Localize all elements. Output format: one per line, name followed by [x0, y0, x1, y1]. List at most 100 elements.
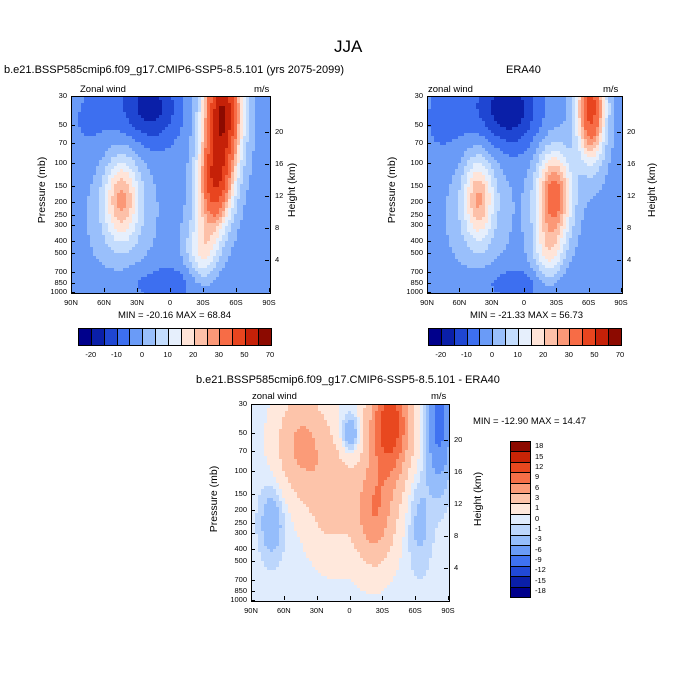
colorbar-label: -15 — [535, 575, 546, 585]
lat-tick-mark — [524, 288, 525, 292]
pressure-tick-label: 850 — [234, 585, 247, 595]
colorbar-swatch — [511, 546, 530, 557]
colorbar-swatch — [130, 329, 144, 345]
pressure-tick-label: 400 — [410, 235, 423, 245]
colorbar-swatch — [609, 329, 621, 345]
pressure-tick-label: 700 — [410, 267, 423, 277]
figure-title: JJA — [334, 37, 363, 56]
pressure-tick-mark — [251, 548, 255, 550]
pressure-tick-label: 250 — [410, 209, 423, 219]
pressure-tick-label: 300 — [234, 527, 247, 537]
colorbar-model — [78, 328, 272, 346]
lat-tick-mark — [137, 288, 138, 292]
pressure-tick-mark — [71, 272, 75, 274]
colorbar-swatch — [91, 329, 105, 345]
pressure-tick-label: 50 — [58, 119, 67, 129]
pressure-tick-mark — [251, 493, 255, 495]
colorbar-swatch — [557, 329, 571, 345]
pressure-tick-mark — [71, 240, 75, 242]
colorbar-swatch — [511, 556, 530, 567]
height-tick-mark — [444, 472, 448, 474]
colorbar-swatch — [531, 329, 545, 345]
colorbar-label: 18 — [535, 441, 544, 451]
pressure-tick-label: 250 — [234, 517, 247, 527]
pressure-tick-label: 150 — [410, 180, 423, 190]
colorbar-swatch — [117, 329, 131, 345]
pressure-tick-mark — [251, 451, 255, 453]
pressure-tick-mark — [427, 214, 431, 216]
height-tick-label: 20 — [275, 127, 284, 137]
colorbar-label: 12 — [535, 461, 544, 471]
lat-tick-label: 60N — [452, 298, 467, 307]
pressure-tick-label: 400 — [54, 235, 67, 245]
pressure-tick-mark — [427, 163, 431, 165]
panel-obs-contours — [428, 97, 622, 293]
colorbar-label: 50 — [240, 350, 249, 359]
pressure-tick-label: 100 — [410, 158, 423, 168]
colorbar-swatch — [467, 329, 481, 345]
height-tick-label: 8 — [627, 223, 632, 233]
colorbar-label: 20 — [189, 350, 198, 359]
pressure-tick-label: 30 — [58, 91, 67, 100]
pressure-tick-mark — [251, 561, 255, 563]
lat-tick-mark — [491, 288, 493, 292]
panel-diff-units-label: m/s — [431, 391, 447, 402]
lat-tick-label: 60S — [229, 298, 243, 307]
height-tick-mark — [265, 228, 269, 230]
colorbar-label: 0 — [489, 350, 495, 359]
colorbar-swatch — [511, 504, 530, 515]
lat-tick-label: 0 — [167, 298, 173, 307]
lat-tick-label: 30N — [309, 606, 324, 615]
pressure-tick-label: 200 — [410, 197, 423, 207]
pressure-tick-mark — [251, 580, 255, 582]
colorbar-swatch — [169, 329, 182, 345]
pressure-tick-label: 700 — [234, 575, 247, 585]
lat-tick-label: 30S — [549, 298, 563, 307]
pressure-tick-mark — [427, 224, 431, 226]
lat-tick-label: 90N — [64, 298, 78, 307]
pressure-tick-label: 1000 — [50, 287, 67, 296]
pressure-tick-label: 500 — [234, 556, 247, 566]
height-tick-label: 16 — [627, 159, 636, 169]
colorbar-swatch — [454, 329, 468, 345]
height-tick-label: 8 — [454, 531, 459, 541]
lat-tick-label: 90N — [420, 298, 434, 307]
height-tick-label: 4 — [454, 563, 459, 573]
panel-obs-left-label: zonal wind — [428, 84, 473, 95]
pressure-tick-label: 30 — [414, 91, 423, 100]
lat-tick-mark — [556, 288, 558, 292]
panel-model-plot — [71, 96, 271, 294]
pressure-tick-mark — [427, 292, 431, 293]
pressure-tick-mark — [427, 185, 431, 187]
panel-model-contours — [72, 97, 270, 293]
height-tick-label: 20 — [454, 435, 463, 445]
colorbar-label: -1 — [535, 523, 542, 533]
colorbar-swatch — [511, 473, 530, 484]
colorbar-swatch — [181, 329, 195, 345]
panel-diff-minmax: MIN = -12.90 MAX = 14.47 — [473, 416, 587, 427]
height-tick-label: 4 — [627, 255, 632, 265]
pressure-tick-label: 300 — [410, 219, 423, 229]
pressure-tick-label: 1000 — [230, 595, 247, 604]
colorbar-swatch — [480, 329, 494, 345]
colorbar-swatch — [259, 329, 271, 345]
pressure-tick-mark — [71, 124, 75, 126]
lat-tick-mark — [349, 596, 351, 600]
lat-tick-label: 30S — [375, 606, 389, 615]
colorbar-label: 6 — [535, 482, 540, 492]
panel-model-left-label: Zonal wind — [80, 84, 126, 95]
height-tick-mark — [617, 228, 621, 230]
pressure-tick-label: 500 — [410, 248, 423, 258]
panel-diff-plot — [251, 404, 450, 602]
lat-tick-mark — [170, 288, 171, 292]
height-tick-label: 16 — [275, 159, 284, 169]
lat-tick-label: 30S — [196, 298, 210, 307]
pressure-tick-mark — [427, 143, 431, 145]
pressure-tick-mark — [427, 240, 431, 242]
colorbar-swatch — [493, 329, 507, 345]
pressure-tick-mark — [251, 510, 255, 512]
pressure-tick-mark — [71, 163, 75, 165]
colorbar-label: 30 — [214, 350, 223, 359]
height-tick-label: 8 — [275, 223, 280, 233]
colorbar-swatch — [583, 329, 597, 345]
